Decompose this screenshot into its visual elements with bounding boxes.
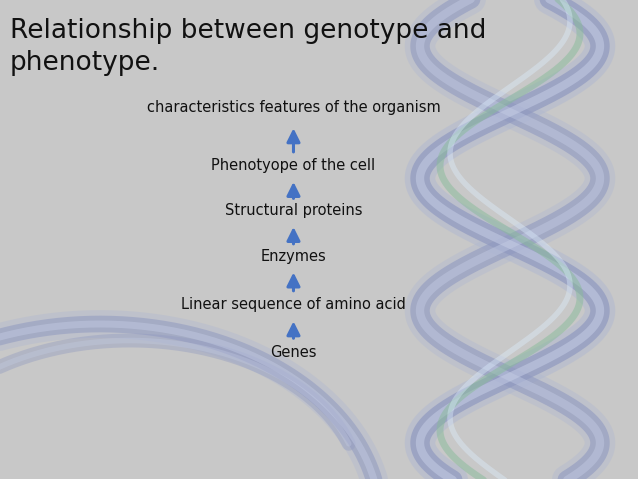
Text: Linear sequence of amino acid: Linear sequence of amino acid (181, 297, 406, 312)
Text: Structural proteins: Structural proteins (225, 203, 362, 218)
Text: characteristics features of the organism: characteristics features of the organism (147, 100, 440, 115)
Text: Relationship between genotype and
phenotype.: Relationship between genotype and phenot… (10, 18, 486, 76)
Text: Phenotyope of the cell: Phenotyope of the cell (211, 158, 376, 173)
Text: Genes: Genes (271, 344, 316, 360)
Text: Enzymes: Enzymes (260, 249, 327, 264)
